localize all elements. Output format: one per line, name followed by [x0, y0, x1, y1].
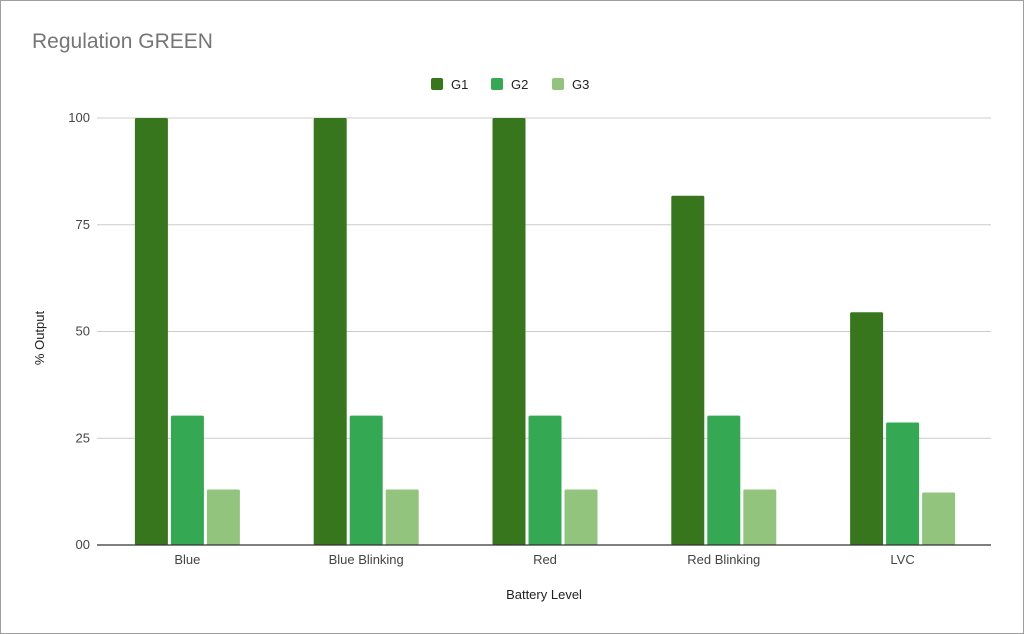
bar-g1-blue-blinking: [313, 118, 347, 545]
bar-g1-red: [492, 118, 526, 545]
legend-item-g1: G1: [431, 74, 468, 94]
bar-g2-red-blinking: [707, 415, 741, 545]
y-axis-label: % Output: [32, 311, 47, 366]
bar-g2-blue: [170, 415, 204, 545]
bar-g1-lvc: [850, 312, 884, 545]
legend-label-g3: G3: [572, 76, 590, 92]
legend-item-g3: G3: [552, 74, 589, 94]
x-tick-label: Red Blinking: [687, 552, 760, 567]
legend-label-g2: G2: [511, 76, 529, 92]
bar-g2-lvc: [886, 422, 920, 545]
y-tick-label: 75: [76, 217, 90, 232]
bar-g3-red: [564, 489, 598, 545]
bar-g3-blue: [206, 489, 240, 545]
legend-swatch-g2: [491, 78, 503, 90]
bars: [97, 118, 991, 546]
x-tick-label: Blue Blinking: [329, 552, 404, 567]
x-tick-label: LVC: [890, 552, 914, 567]
y-tick-label: 25: [76, 430, 90, 445]
bar-g1-blue: [134, 118, 168, 545]
y-tick-label: 100: [68, 110, 90, 125]
legend-swatch-g1: [431, 78, 443, 90]
x-tick-label: Blue: [174, 552, 200, 567]
y-tick-label: 00: [76, 537, 90, 552]
bar-g3-blue-blinking: [385, 489, 419, 545]
bar-g1-red-blinking: [671, 195, 705, 546]
x-axis-label: Battery Level: [506, 587, 582, 602]
legend: G1 G2 G3: [0, 74, 1024, 94]
x-tick-label: Red: [533, 552, 557, 567]
bar-g2-blue-blinking: [349, 415, 383, 545]
bar-g3-red-blinking: [743, 489, 777, 545]
chart-title: Regulation GREEN: [32, 30, 213, 53]
bar-g2-red: [528, 415, 562, 545]
bar-g3-lvc: [922, 492, 956, 545]
y-tick-labels: 00 25 50 75 100: [68, 110, 90, 552]
legend-swatch-g3: [552, 78, 564, 90]
legend-item-g2: G2: [491, 74, 528, 94]
x-tick-labels: Blue Blue Blinking Red Red Blinking LVC: [174, 552, 914, 567]
y-tick-label: 50: [76, 324, 90, 339]
legend-label-g1: G1: [451, 76, 469, 92]
